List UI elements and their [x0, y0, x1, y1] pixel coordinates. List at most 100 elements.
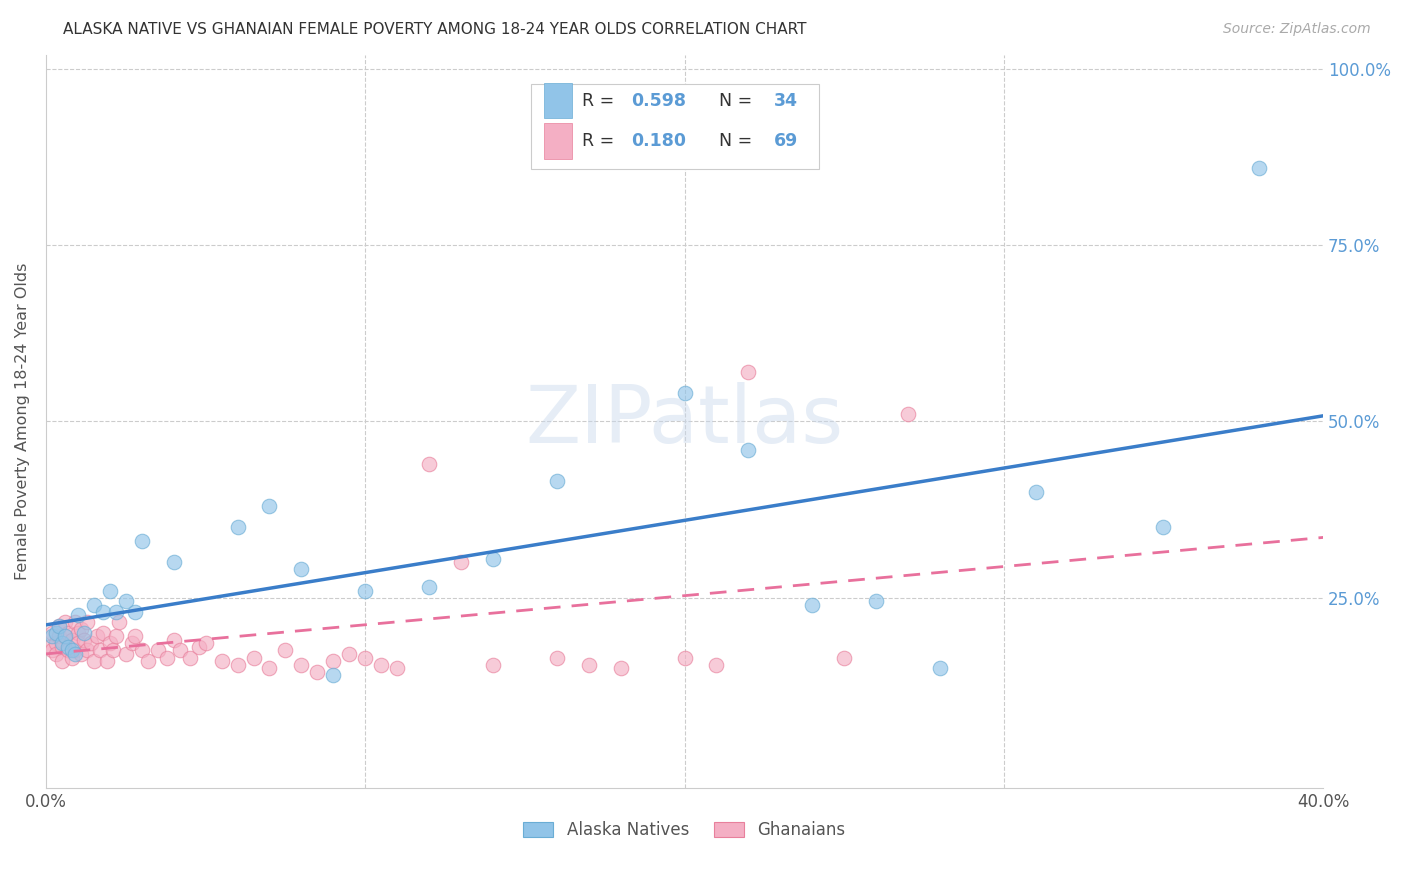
- Point: [897, 408, 920, 422]
- Point: [385, 661, 408, 675]
- Point: [865, 594, 887, 608]
- Point: [801, 598, 824, 612]
- Point: [70, 647, 93, 661]
- Point: [86, 629, 108, 643]
- Point: [290, 657, 312, 672]
- Point: [76, 643, 98, 657]
- Point: [609, 661, 631, 675]
- Point: [58, 643, 80, 657]
- Text: Source: ZipAtlas.com: Source: ZipAtlas.com: [1223, 22, 1371, 37]
- Text: ZIPatlas: ZIPatlas: [526, 383, 844, 460]
- Point: [63, 615, 86, 630]
- Point: [45, 647, 67, 661]
- Point: [45, 625, 67, 640]
- Point: [546, 475, 568, 489]
- Point: [546, 650, 568, 665]
- Point: [93, 605, 115, 619]
- Point: [101, 643, 124, 657]
- Point: [53, 629, 76, 643]
- Point: [73, 625, 96, 640]
- Point: [482, 657, 505, 672]
- Text: 0.180: 0.180: [631, 132, 686, 150]
- Point: [45, 636, 67, 650]
- Point: [48, 619, 70, 633]
- Point: [418, 457, 440, 471]
- Point: [93, 625, 115, 640]
- Point: [136, 654, 159, 668]
- Point: [108, 615, 131, 630]
- Point: [114, 647, 136, 661]
- Point: [354, 650, 377, 665]
- FancyBboxPatch shape: [544, 123, 572, 159]
- Point: [48, 629, 70, 643]
- Point: [76, 615, 98, 630]
- Point: [105, 629, 128, 643]
- Point: [114, 594, 136, 608]
- FancyBboxPatch shape: [544, 83, 572, 118]
- Point: [832, 650, 855, 665]
- Point: [131, 643, 153, 657]
- Point: [98, 583, 121, 598]
- Point: [70, 623, 93, 637]
- Point: [1249, 161, 1271, 175]
- Text: 69: 69: [773, 132, 799, 150]
- Point: [41, 643, 63, 657]
- Point: [60, 632, 83, 647]
- Point: [673, 386, 696, 401]
- Point: [194, 636, 217, 650]
- Point: [737, 365, 759, 379]
- Point: [179, 650, 201, 665]
- Point: [146, 643, 169, 657]
- Y-axis label: Female Poverty Among 18-24 Year Olds: Female Poverty Among 18-24 Year Olds: [15, 263, 30, 580]
- Point: [89, 643, 111, 657]
- Point: [259, 499, 281, 513]
- Point: [450, 555, 472, 569]
- Text: R =: R =: [582, 92, 620, 110]
- Point: [105, 605, 128, 619]
- Point: [60, 643, 83, 657]
- Point: [53, 629, 76, 643]
- Point: [83, 654, 105, 668]
- Text: N =: N =: [707, 92, 758, 110]
- Point: [131, 534, 153, 549]
- Text: ALASKA NATIVE VS GHANAIAN FEMALE POVERTY AMONG 18-24 YEAR OLDS CORRELATION CHART: ALASKA NATIVE VS GHANAIAN FEMALE POVERTY…: [63, 22, 807, 37]
- Point: [124, 629, 146, 643]
- Point: [66, 608, 89, 623]
- Text: R =: R =: [582, 132, 620, 150]
- Point: [58, 640, 80, 654]
- Point: [79, 636, 101, 650]
- Point: [96, 654, 118, 668]
- Point: [66, 636, 89, 650]
- Point: [121, 636, 143, 650]
- Point: [242, 650, 264, 665]
- Point: [259, 661, 281, 675]
- Point: [226, 520, 249, 534]
- Point: [482, 552, 505, 566]
- Point: [63, 643, 86, 657]
- Point: [124, 605, 146, 619]
- Point: [156, 650, 179, 665]
- FancyBboxPatch shape: [531, 85, 818, 169]
- Point: [38, 640, 60, 654]
- Point: [73, 632, 96, 647]
- Point: [337, 647, 360, 661]
- Point: [58, 625, 80, 640]
- Point: [98, 636, 121, 650]
- Point: [60, 650, 83, 665]
- Point: [737, 442, 759, 457]
- Point: [274, 643, 297, 657]
- Point: [418, 580, 440, 594]
- Point: [929, 661, 952, 675]
- Point: [578, 657, 600, 672]
- Point: [1025, 485, 1047, 500]
- Point: [322, 668, 344, 682]
- Text: N =: N =: [707, 132, 758, 150]
- Point: [322, 654, 344, 668]
- Point: [63, 647, 86, 661]
- Point: [370, 657, 392, 672]
- Legend: Alaska Natives, Ghanaians: Alaska Natives, Ghanaians: [517, 814, 852, 846]
- Point: [51, 640, 73, 654]
- Point: [41, 629, 63, 643]
- Point: [1153, 520, 1175, 534]
- Point: [169, 643, 191, 657]
